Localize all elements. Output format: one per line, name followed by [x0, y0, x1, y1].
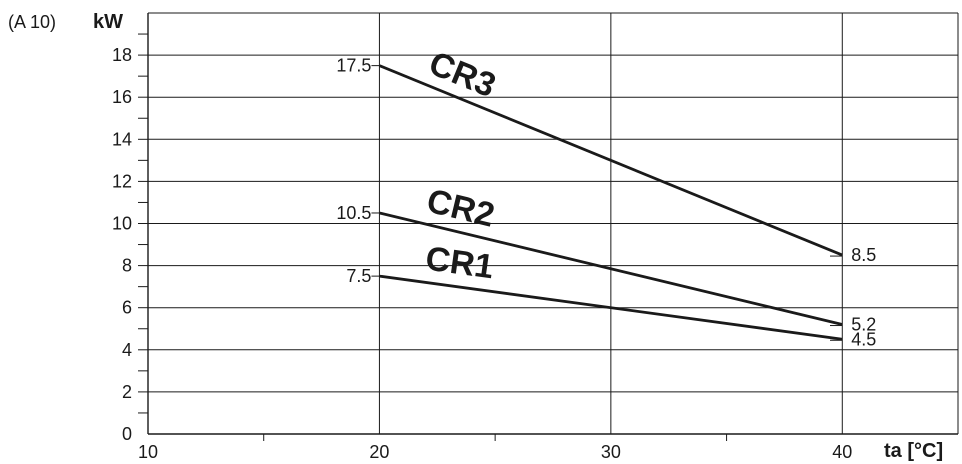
x-tick-label-10: 10: [138, 442, 158, 462]
series-line-cr3: [378, 64, 843, 257]
y-tick-label-4: 4: [122, 340, 132, 360]
y-tick-label-18: 18: [112, 45, 132, 65]
x-tick-label-30: 30: [601, 442, 621, 462]
value-leaders: [371, 65, 881, 349]
y-axis-label: kW: [93, 11, 123, 33]
end-value-label-cr3: 8.5: [851, 245, 876, 265]
grid: [148, 13, 958, 434]
end-value-label-cr2: 5.2: [851, 315, 876, 335]
x-tick-label-40: 40: [832, 442, 852, 462]
y-tick-label-10: 10: [112, 214, 132, 234]
series-name-label-cr1: CR1: [423, 240, 496, 287]
series-line-cr1: [379, 274, 843, 341]
axes: [138, 12, 959, 441]
end-label-backing-cr1: [848, 330, 881, 349]
figure-ref: (A 10): [8, 12, 56, 32]
y-tick-label-12: 12: [112, 171, 132, 191]
start-value-label-cr3: 17.5: [336, 56, 371, 76]
series-lines: [378, 64, 843, 341]
x-axis-label: ta [°C]: [884, 440, 943, 462]
y-tick-label-6: 6: [122, 298, 132, 318]
end-label-backing-cr3: [848, 246, 881, 265]
y-tick-label-0: 0: [122, 424, 132, 444]
series-line-cr2: [379, 211, 843, 326]
start-value-label-cr1: 7.5: [346, 266, 371, 286]
y-tick-label-14: 14: [112, 129, 132, 149]
y-tick-label-8: 8: [122, 256, 132, 276]
x-tick-label-20: 20: [369, 442, 389, 462]
start-value-label-cr2: 10.5: [336, 203, 371, 223]
series-name-label-cr3: CR3: [424, 44, 501, 105]
end-value-label-cr1: 4.5: [851, 329, 876, 349]
y-tick-label-2: 2: [122, 382, 132, 402]
y-tick-label-16: 16: [112, 87, 132, 107]
end-label-backing-cr2: [848, 315, 881, 334]
